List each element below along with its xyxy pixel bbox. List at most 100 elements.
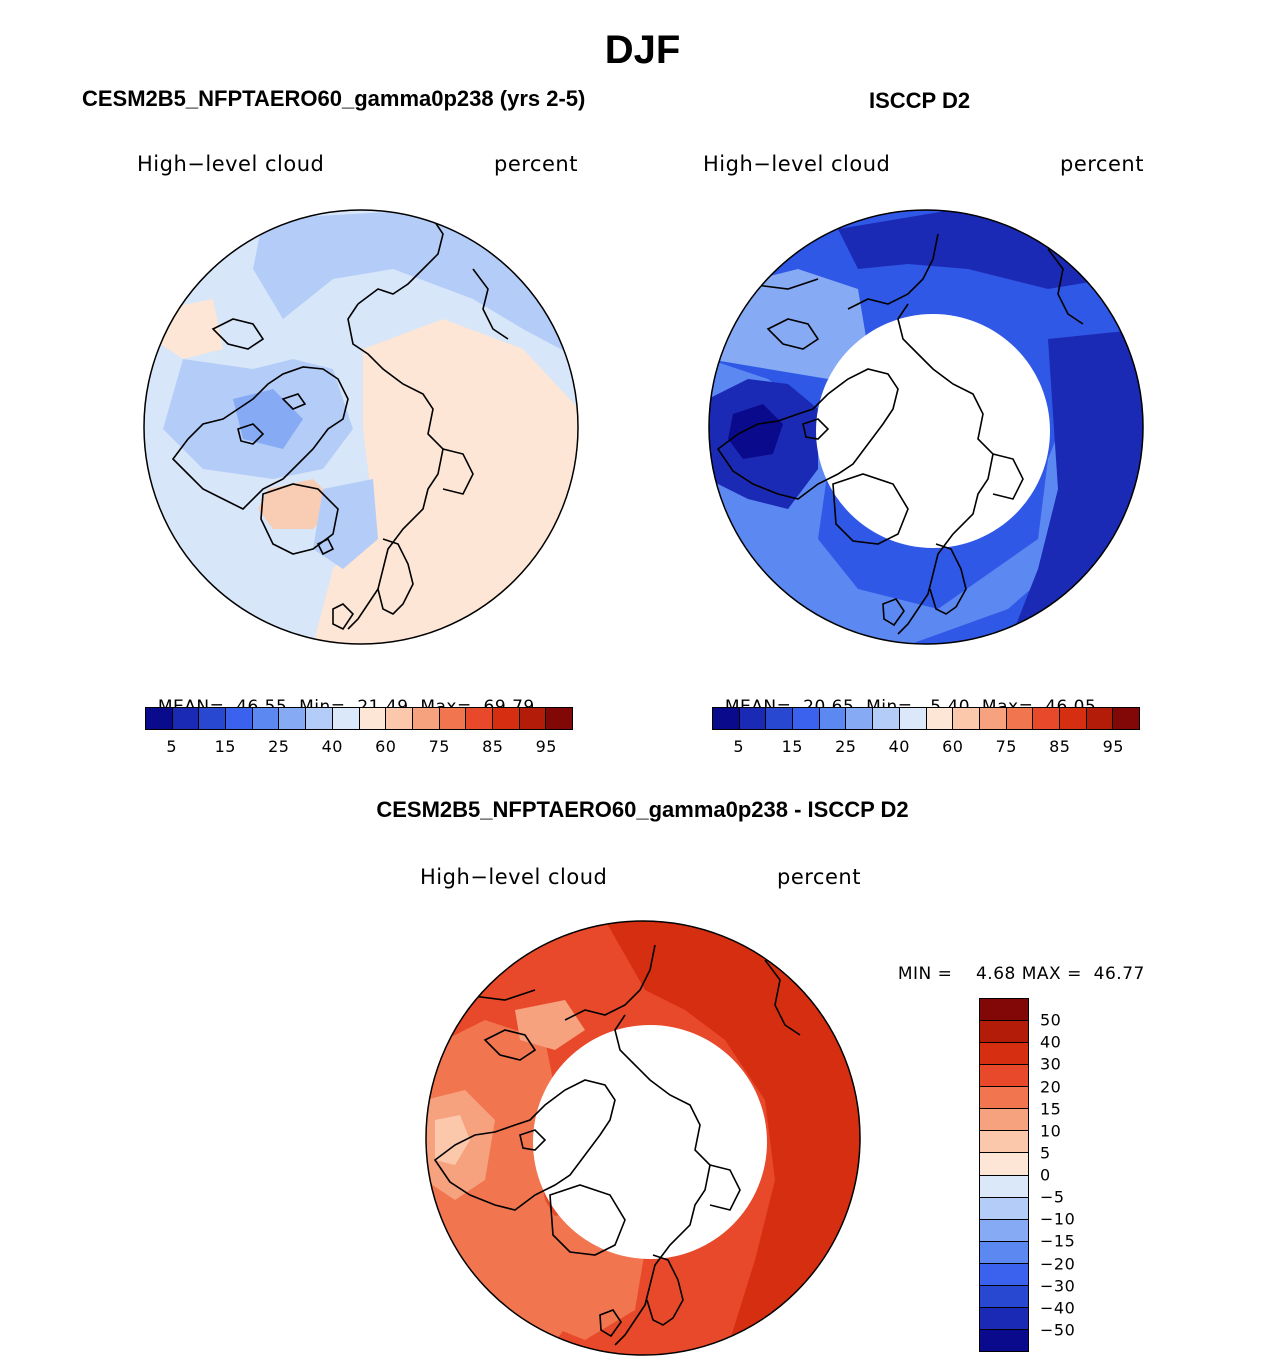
diff-stats: MIN = 4.68 MAX = 46.77 xyxy=(886,944,1145,984)
obs-missing-data-cap xyxy=(816,314,1050,548)
diff-colorbar-swatch xyxy=(980,1285,1028,1308)
colorbar-tick-label: 15 xyxy=(214,737,236,756)
colorbar-swatch xyxy=(793,708,820,729)
model-variable-label: High−level cloud xyxy=(137,152,325,176)
colorbar-swatch xyxy=(466,708,493,729)
colorbar-swatch xyxy=(519,708,547,729)
diff-colorbar-swatch xyxy=(980,1175,1028,1198)
model-units-label: percent xyxy=(494,152,578,176)
diff-min-value: 4.68 xyxy=(975,964,1016,984)
diff-cloud-region-pale-north xyxy=(515,1000,585,1050)
colorbar-tick-label: 75 xyxy=(428,737,450,756)
colorbar-swatch xyxy=(146,708,173,729)
colorbar-swatch xyxy=(279,708,307,729)
colorbar-swatch xyxy=(713,708,740,729)
model-cloud-region-warm-eurasia xyxy=(313,319,578,644)
diff-colorbar xyxy=(979,998,1029,1352)
colorbar-swatch xyxy=(1033,708,1060,729)
colorbar-swatch xyxy=(1086,708,1114,729)
model-map-border xyxy=(143,209,579,645)
diff-colorbar-swatch xyxy=(980,1329,1028,1351)
diff-colorbar-swatch xyxy=(980,1263,1028,1286)
model-cloud-region-cool-north xyxy=(253,210,578,359)
colorbar-tick-label: 40 xyxy=(321,737,343,756)
diff-colorbar-tick-label: 10 xyxy=(1040,1121,1062,1141)
colorbar-swatch xyxy=(1006,708,1034,729)
diff-colorbar-swatch xyxy=(980,1043,1028,1066)
colorbar-swatch xyxy=(412,708,440,729)
model-polar-map xyxy=(143,209,579,645)
colorbar-swatch xyxy=(172,708,200,729)
diff-colorbar-swatch xyxy=(980,1021,1028,1044)
obs-colorbar xyxy=(712,707,1140,730)
diff-max-value: 46.77 xyxy=(1093,964,1145,984)
diff-colorbar-tick-label: −50 xyxy=(1040,1320,1076,1340)
diff-coastlines xyxy=(426,944,801,1346)
colorbar-swatch xyxy=(766,708,794,729)
colorbar-swatch xyxy=(899,708,927,729)
colorbar-tick-label: 5 xyxy=(166,737,178,756)
diff-colorbar-tick-label: −5 xyxy=(1040,1187,1065,1207)
diff-missing-data-cap xyxy=(533,1025,767,1259)
diff-min-label: MIN = xyxy=(897,964,953,984)
colorbar-swatch xyxy=(386,708,413,729)
colorbar-swatch xyxy=(739,708,767,729)
obs-cloud-region-darkest-canada xyxy=(728,404,783,459)
colorbar-swatch xyxy=(226,708,253,729)
diff-map-border xyxy=(425,920,861,1356)
colorbar-tick-label: 85 xyxy=(1049,737,1071,756)
diff-colorbar-swatch xyxy=(980,1219,1028,1242)
colorbar-tick-label: 95 xyxy=(535,737,557,756)
obs-units-label: percent xyxy=(1060,152,1144,176)
colorbar-swatch xyxy=(492,708,520,729)
obs-variable-label: High−level cloud xyxy=(703,152,891,176)
page-title: DJF xyxy=(604,28,681,72)
obs-panel-heading: ISCCP D2 xyxy=(869,88,971,113)
diff-colorbar-tick-label: 5 xyxy=(1040,1143,1051,1163)
diff-colorbar-tick-label: 15 xyxy=(1040,1099,1062,1119)
colorbar-swatch xyxy=(332,708,360,729)
colorbar-swatch xyxy=(1059,708,1087,729)
model-cloud-region-cool-baffin xyxy=(233,389,303,449)
obs-polar-map xyxy=(708,209,1144,645)
diff-colorbar-tick-label: −30 xyxy=(1040,1276,1076,1296)
diff-colorbar-swatch xyxy=(980,1197,1028,1220)
diff-colorbar-tick-label: −10 xyxy=(1040,1209,1076,1229)
obs-map-border xyxy=(708,209,1144,645)
diff-colorbar-tick-label: 0 xyxy=(1040,1165,1051,1185)
colorbar-swatch xyxy=(1113,708,1139,729)
colorbar-swatch xyxy=(546,708,572,729)
colorbar-tick-label: 25 xyxy=(268,737,290,756)
colorbar-swatch xyxy=(359,708,387,729)
diff-colorbar-swatch xyxy=(980,1109,1028,1132)
colorbar-tick-label: 5 xyxy=(733,737,745,756)
diff-colorbar-tick-label: 30 xyxy=(1040,1054,1062,1074)
diff-panel-heading: CESM2B5_NFPTAERO60_gamma0p238 - ISCCP D2 xyxy=(376,797,909,822)
diff-colorbar-swatch xyxy=(980,1307,1028,1330)
diff-colorbar-swatch xyxy=(980,1153,1028,1176)
colorbar-swatch xyxy=(819,708,847,729)
diff-variable-label: High−level cloud xyxy=(420,865,608,889)
model-panel-heading: CESM2B5_NFPTAERO60_gamma0p238 (yrs 2-5) xyxy=(82,86,586,111)
colorbar-swatch xyxy=(926,708,954,729)
colorbar-swatch xyxy=(252,708,280,729)
diff-max-label: MAX = xyxy=(1021,964,1082,984)
diff-units-label: percent xyxy=(777,865,861,889)
model-coastlines xyxy=(171,218,509,631)
diff-colorbar-swatch xyxy=(980,1131,1028,1154)
colorbar-swatch xyxy=(953,708,980,729)
colorbar-tick-label: 85 xyxy=(482,737,504,756)
diff-colorbar-tick-label: 40 xyxy=(1040,1032,1062,1052)
colorbar-tick-label: 15 xyxy=(781,737,803,756)
colorbar-tick-label: 95 xyxy=(1102,737,1124,756)
colorbar-swatch xyxy=(979,708,1007,729)
model-cloud-region-warm-greenland xyxy=(258,479,338,529)
diff-colorbar-tick-label: −40 xyxy=(1040,1298,1076,1318)
obs-cloud-region-light-band xyxy=(709,359,1143,644)
model-colorbar xyxy=(145,707,573,730)
diff-colorbar-tick-label: −15 xyxy=(1040,1231,1076,1251)
diff-colorbar-swatch xyxy=(980,999,1028,1022)
diff-cloud-region-dark-north xyxy=(605,921,860,1355)
colorbar-swatch xyxy=(199,708,227,729)
colorbar-tick-label: 40 xyxy=(888,737,910,756)
